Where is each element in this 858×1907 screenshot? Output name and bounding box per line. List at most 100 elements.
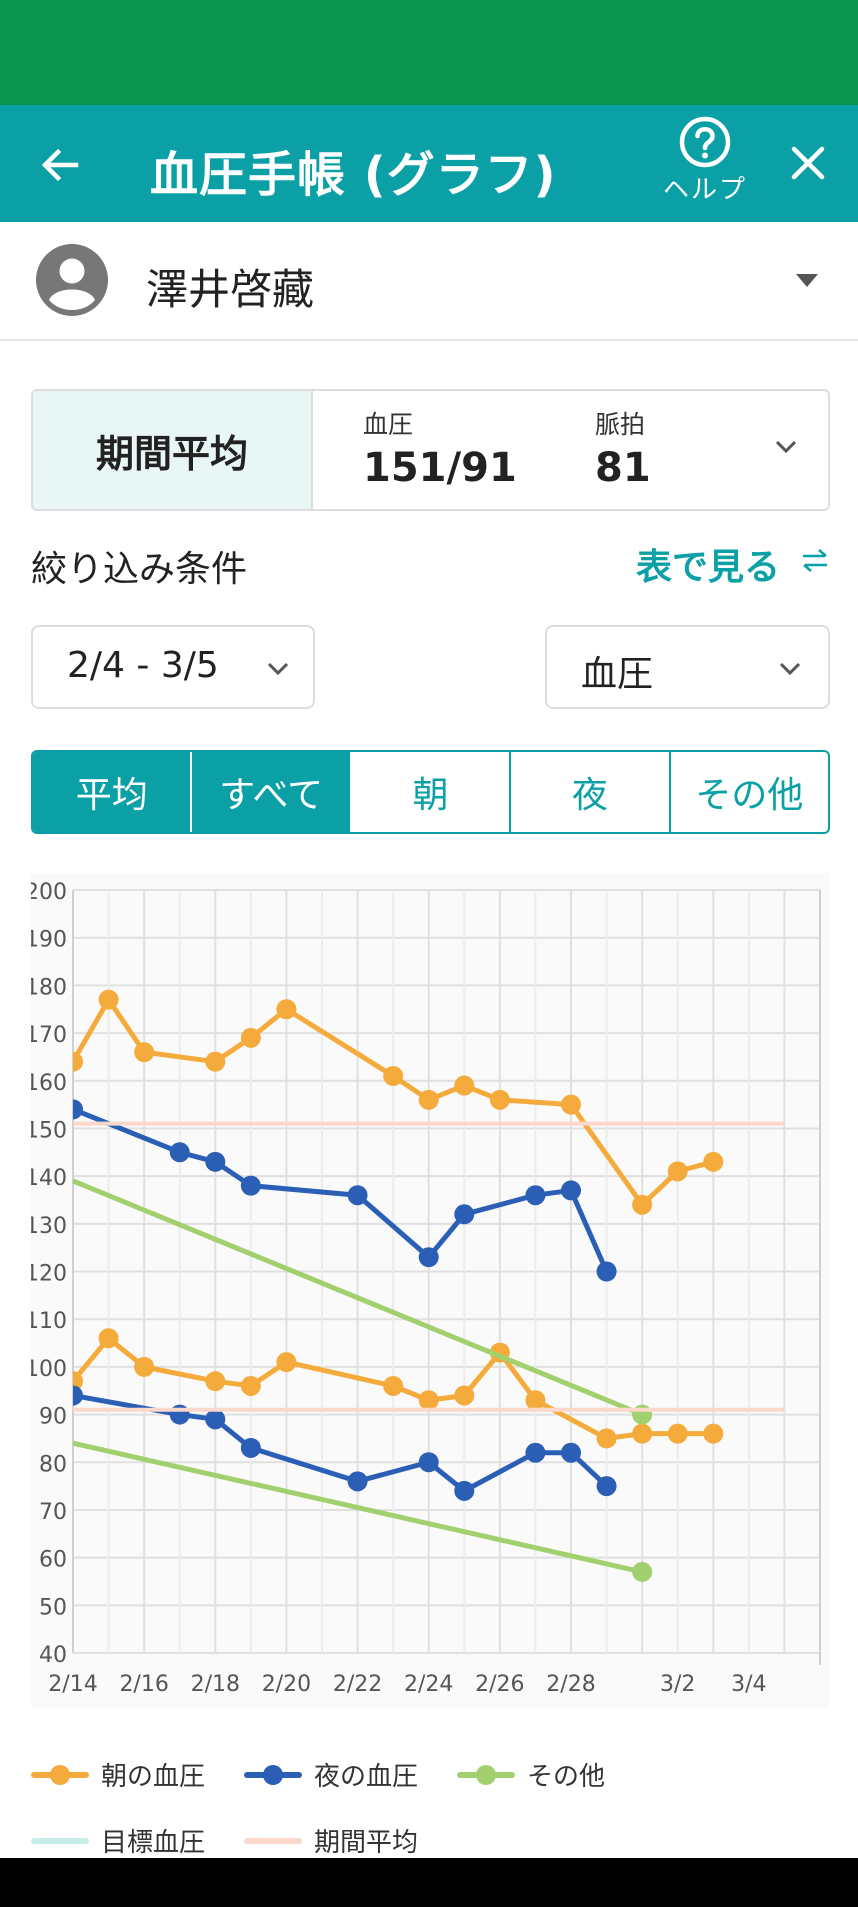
data-point <box>169 1404 190 1425</box>
data-point <box>418 1452 439 1473</box>
plot-area <box>73 989 785 1582</box>
data-point <box>134 1356 155 1377</box>
data-point <box>703 1151 724 1172</box>
y-tick-label: 110 <box>31 1309 67 1334</box>
data-point <box>240 1375 261 1396</box>
data-point <box>169 1142 190 1163</box>
x-tick-label: 2/26 <box>475 1672 524 1697</box>
tab-night[interactable]: 夜 <box>511 752 671 832</box>
help-label: ヘルプ <box>662 175 747 205</box>
y-tick-label: 40 <box>39 1643 67 1668</box>
data-point <box>561 1094 581 1115</box>
data-point <box>454 1385 475 1406</box>
blood-pressure-chart: 40 50 60 70 80 90 100 110 120 130 140 150 160 170 180 1… <box>31 873 829 1708</box>
period-average-card[interactable]: 期間平均 血圧 151/91 脈拍 81 <box>31 389 830 511</box>
metric-select[interactable]: 血圧 <box>545 625 830 709</box>
legend-morning-label: 朝の血圧 <box>101 1762 206 1792</box>
legend-target-label: 目標血圧 <box>101 1828 206 1858</box>
navigation-bar <box>0 1858 858 1907</box>
tab-average[interactable]: 平均 <box>33 752 193 832</box>
chevron-down-icon <box>779 662 801 676</box>
date-range-select[interactable]: 2/4 - 3/5 <box>31 625 315 709</box>
data-point <box>240 1027 261 1048</box>
data-point <box>418 1089 439 1110</box>
close-icon[interactable] <box>786 141 830 185</box>
period-average-label: 期間平均 <box>33 391 313 509</box>
data-point <box>561 1442 581 1463</box>
series-line <box>73 1107 609 1273</box>
data-point <box>205 1371 226 1392</box>
data-point <box>73 1051 83 1072</box>
data-point <box>703 1423 724 1444</box>
x-tick-label: 2/14 <box>48 1672 97 1697</box>
data-point <box>596 1261 617 1282</box>
data-point <box>525 1442 546 1463</box>
y-tick-label: 90 <box>39 1405 67 1430</box>
user-selector[interactable]: 澤井啓藏 <box>0 222 858 341</box>
pulse-value: 81 <box>595 445 651 491</box>
data-point <box>632 1194 653 1215</box>
data-point <box>205 1409 226 1430</box>
back-arrow-icon[interactable] <box>36 141 84 189</box>
series-line <box>73 997 714 1208</box>
data-point <box>98 1328 119 1349</box>
x-tick-label: 3/2 <box>660 1672 695 1697</box>
data-point <box>276 1352 297 1373</box>
legend-target[interactable]: 目標血圧 <box>31 1822 205 1859</box>
data-point <box>489 1089 510 1110</box>
data-point <box>632 1561 653 1582</box>
data-point <box>134 1042 155 1063</box>
data-point <box>632 1423 653 1444</box>
data-point <box>205 1051 226 1072</box>
data-point <box>73 1385 83 1406</box>
x-tick-label: 2/28 <box>546 1672 595 1697</box>
data-point <box>525 1390 546 1411</box>
data-point <box>632 1404 653 1425</box>
chart-background <box>31 873 829 1708</box>
data-point <box>98 989 119 1010</box>
date-range-value: 2/4 - 3/5 <box>67 645 219 686</box>
y-tick-label: 100 <box>31 1357 67 1382</box>
x-tick-label: 2/20 <box>262 1672 311 1697</box>
x-tick-label: 2/18 <box>191 1672 240 1697</box>
pulse-caption: 脈拍 <box>595 410 646 439</box>
series-line <box>73 1393 609 1494</box>
status-bar <box>0 0 858 105</box>
tab-all[interactable]: すべて <box>192 752 352 832</box>
data-point <box>347 1471 368 1492</box>
app-bar: 血圧手帳 (グラフ) ヘルプ <box>0 105 858 222</box>
y-tick-label: 150 <box>31 1118 67 1143</box>
y-tick-label: 180 <box>31 975 67 1000</box>
bp-caption: 血圧 <box>363 410 414 439</box>
data-point <box>454 1075 475 1096</box>
legend-night[interactable]: 夜の血圧 <box>244 1756 418 1793</box>
x-tick-label: 2/16 <box>119 1672 168 1697</box>
view-table-link[interactable]: 表で見る <box>636 547 781 588</box>
chevron-down-icon[interactable] <box>773 433 799 459</box>
y-tick-label: 170 <box>31 1023 67 1048</box>
tab-morning[interactable]: 朝 <box>352 752 512 832</box>
data-point <box>454 1204 475 1225</box>
data-point <box>347 1185 368 1206</box>
caret-down-icon[interactable] <box>796 274 818 287</box>
data-point <box>240 1437 261 1458</box>
legend-morning[interactable]: 朝の血圧 <box>31 1756 205 1793</box>
y-tick-label: 130 <box>31 1214 67 1239</box>
chevron-down-icon <box>267 662 289 676</box>
y-tick-label: 200 <box>31 880 67 905</box>
help-button[interactable]: ヘルプ <box>655 115 755 206</box>
legend-average[interactable]: 期間平均 <box>244 1822 418 1859</box>
data-point <box>667 1161 688 1182</box>
swap-icon[interactable] <box>800 545 830 575</box>
avatar-icon <box>36 244 108 316</box>
legend-other[interactable]: その他 <box>457 1756 605 1793</box>
period-tabs: 平均 すべて 朝 夜 その他 <box>31 750 830 834</box>
y-tick-label: 70 <box>39 1500 67 1525</box>
y-tick-label: 140 <box>31 1166 67 1191</box>
tab-other[interactable]: その他 <box>695 775 804 816</box>
series-line <box>73 1178 644 1417</box>
data-point <box>418 1390 439 1411</box>
series-line <box>73 1440 643 1575</box>
y-tick-label: 120 <box>31 1262 67 1287</box>
data-point <box>596 1428 617 1449</box>
